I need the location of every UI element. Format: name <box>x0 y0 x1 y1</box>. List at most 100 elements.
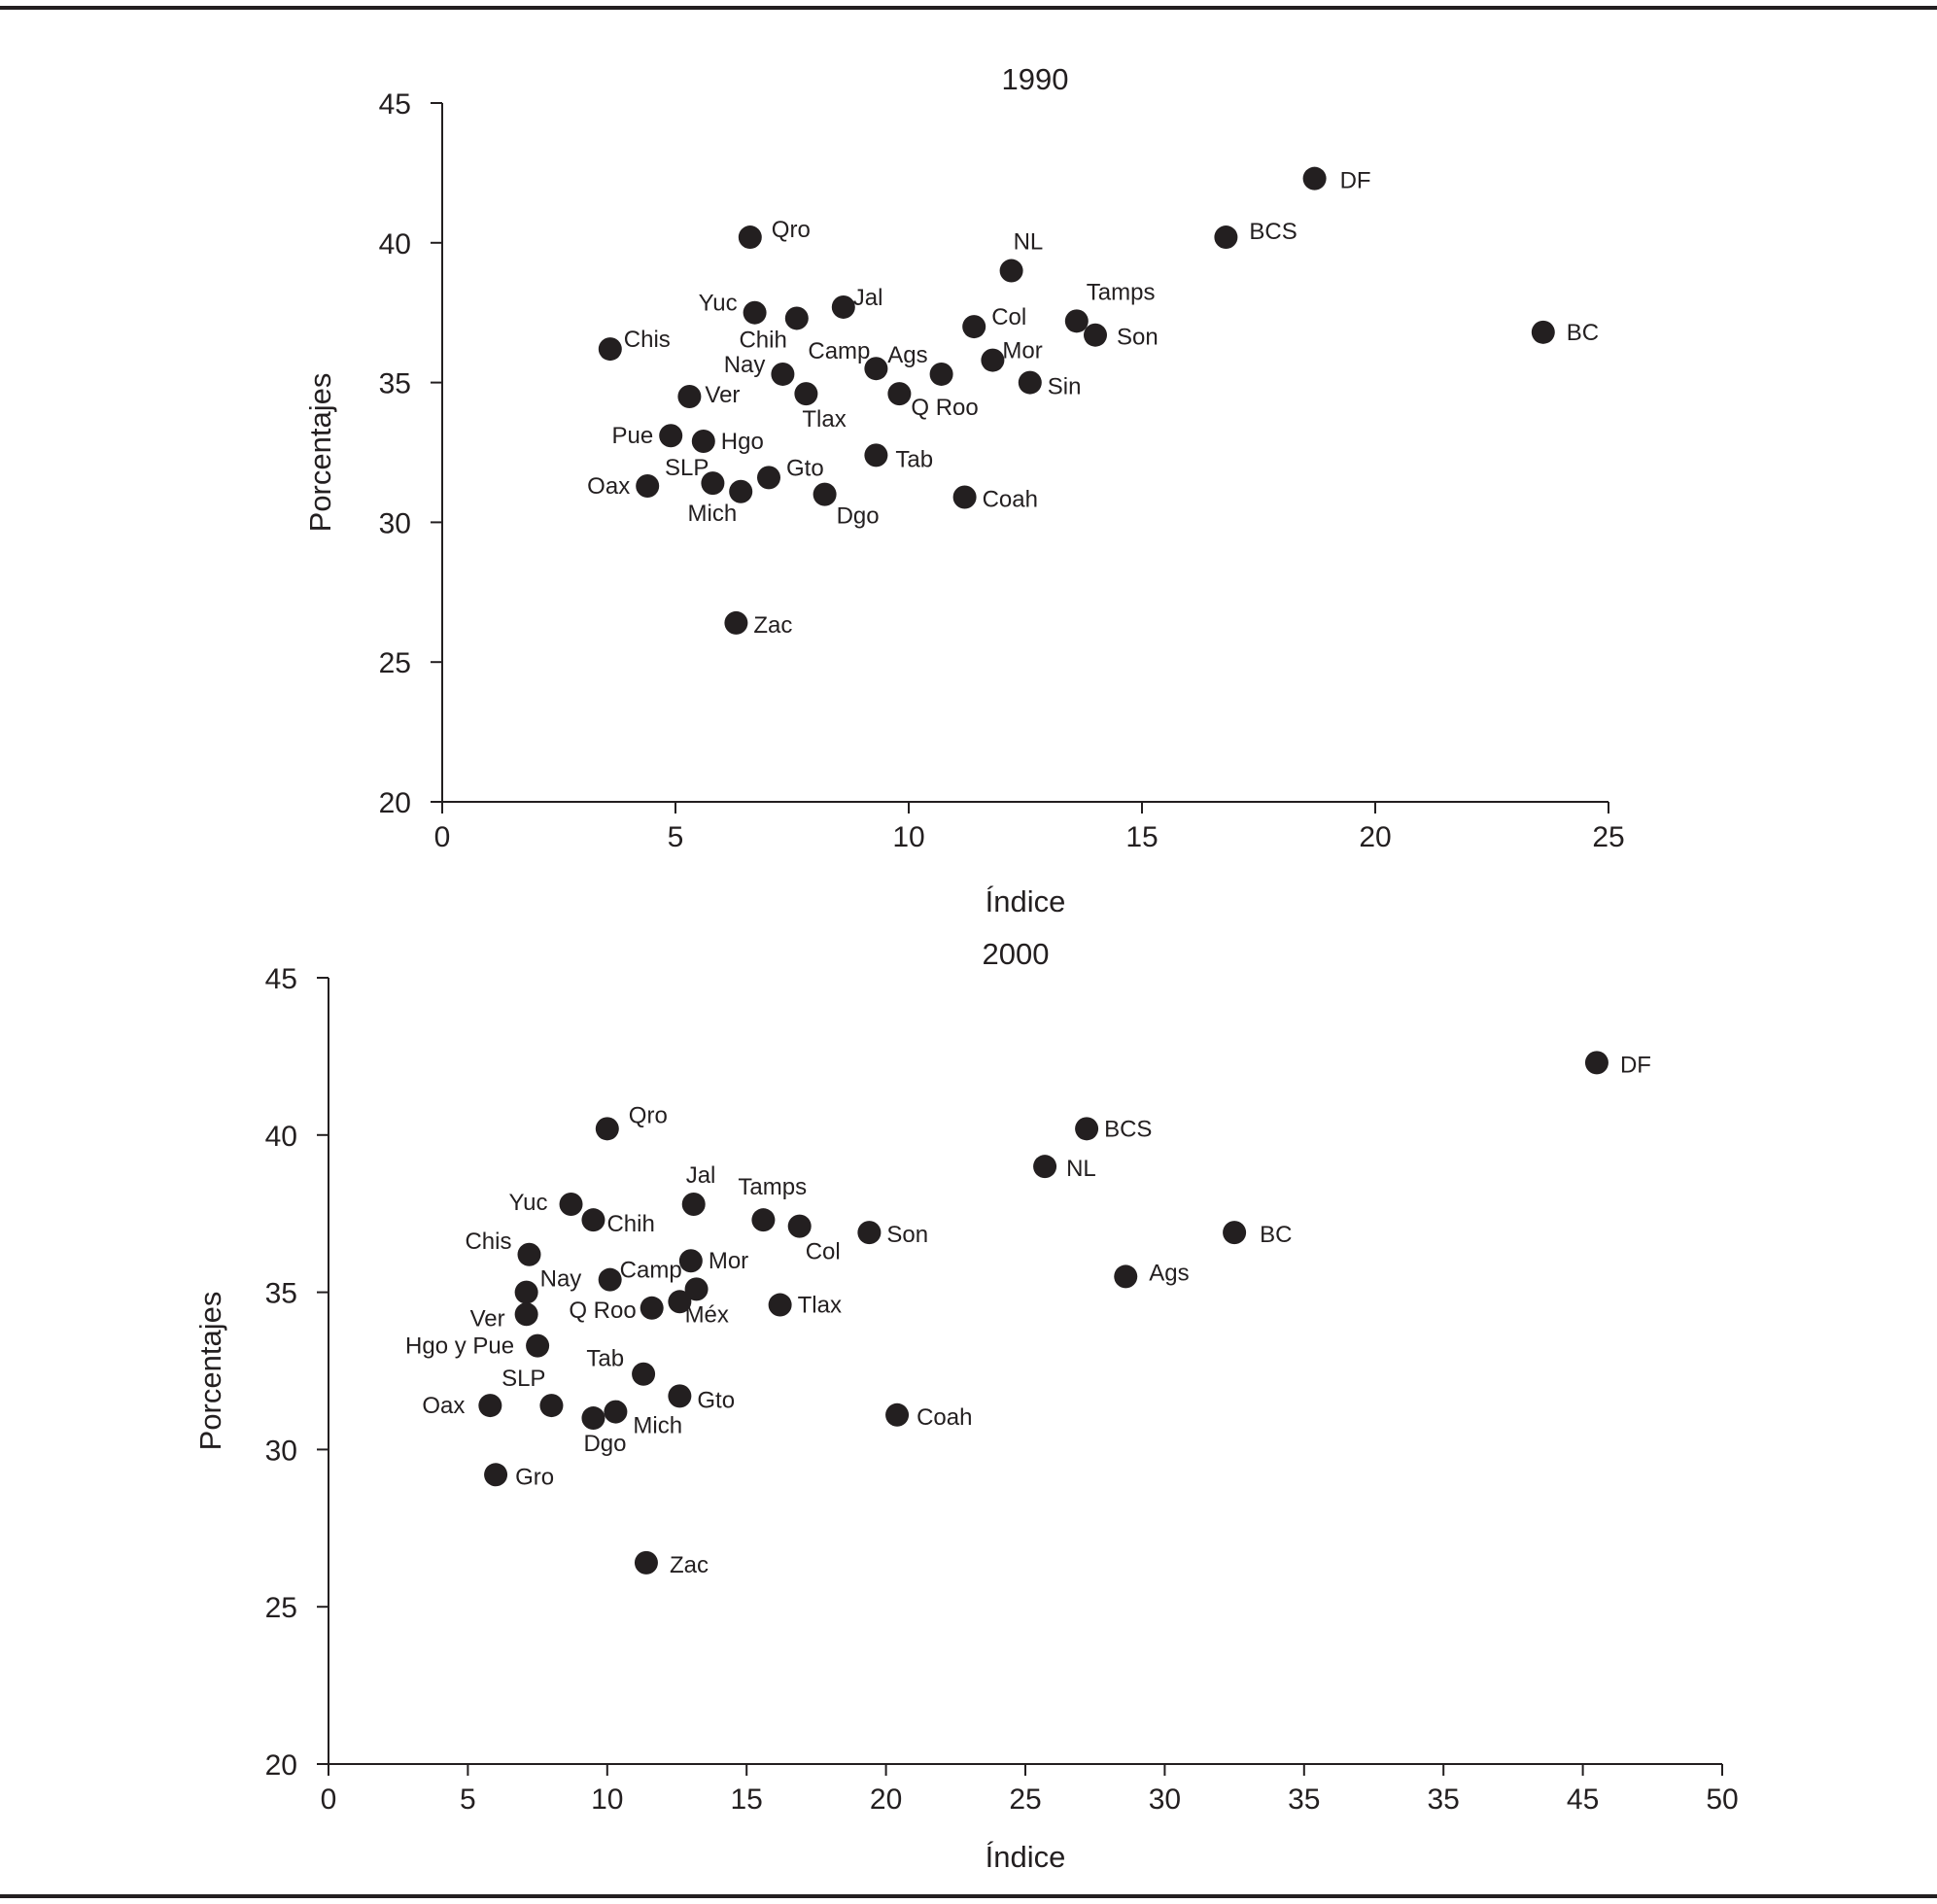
data-point <box>677 384 702 408</box>
x-tick-label: 45 <box>1567 1783 1599 1816</box>
data-point-label: Tlax <box>798 1293 842 1319</box>
data-point-label: Tamps <box>1087 279 1156 305</box>
data-point-label: Q Roo <box>569 1298 636 1324</box>
data-point-label: Ver <box>470 1305 505 1332</box>
data-point-label: NL <box>1066 1156 1096 1182</box>
data-point <box>864 443 888 467</box>
x-tick-label: 20 <box>1359 821 1391 853</box>
data-point <box>929 362 953 386</box>
data-point <box>771 362 795 386</box>
data-point-label: Ags <box>1149 1260 1189 1286</box>
data-point-label: Oax <box>422 1393 465 1419</box>
y-tick-label: 35 <box>265 1278 297 1310</box>
data-point-label: Son <box>886 1222 928 1248</box>
data-point-label: Yuc <box>699 291 738 317</box>
data-point <box>478 1394 502 1418</box>
data-point <box>668 1290 692 1314</box>
data-point-label: Son <box>1117 325 1159 351</box>
data-point <box>678 1249 703 1273</box>
data-point <box>784 306 809 330</box>
x-tick-label: 15 <box>1125 821 1158 853</box>
data-point <box>581 1406 605 1431</box>
data-point-label: Dgo <box>583 1431 626 1457</box>
x-tick-label: 10 <box>892 821 924 853</box>
data-point <box>1214 225 1238 250</box>
y-tick-label: 45 <box>265 963 297 995</box>
data-point-label: Col <box>991 304 1026 330</box>
x-tick-label: 15 <box>731 1783 763 1816</box>
data-point-label: Chis <box>465 1229 511 1255</box>
data-point <box>743 300 767 325</box>
data-point <box>729 479 753 503</box>
y-tick-label: 25 <box>379 647 411 679</box>
data-point-label: Mor <box>709 1248 748 1274</box>
data-point <box>1018 370 1042 395</box>
data-point-label: BC <box>1567 320 1599 346</box>
data-point-label: Hgo <box>721 429 764 455</box>
y-axis-title: Porcentajes <box>193 1292 227 1451</box>
data-point-label: Nay <box>540 1266 582 1293</box>
x-axis-title: Índice <box>986 1840 1066 1874</box>
y-tick-label: 45 <box>379 88 411 121</box>
data-point <box>757 466 780 490</box>
data-point <box>514 1302 538 1327</box>
y-tick-label: 30 <box>265 1435 297 1467</box>
data-point-label: Tlax <box>802 406 846 433</box>
data-point-label: Tab <box>586 1346 624 1372</box>
chart-title: 1990 <box>1002 62 1069 96</box>
data-point <box>864 357 888 381</box>
data-point <box>636 474 660 499</box>
data-point <box>581 1208 605 1232</box>
x-tick-label: 25 <box>1009 1783 1041 1816</box>
x-tick-label: 10 <box>591 1783 623 1816</box>
data-point-label: Gto <box>697 1387 735 1413</box>
y-tick-label: 40 <box>265 1121 297 1153</box>
data-point-label: Gro <box>515 1464 554 1490</box>
data-point <box>1584 1051 1608 1075</box>
data-point <box>517 1242 541 1266</box>
y-tick-label: 25 <box>265 1592 297 1624</box>
data-point-label: Mor <box>1002 338 1042 364</box>
data-point-label: Ver <box>705 382 740 408</box>
data-point-label: Zac <box>753 612 792 639</box>
data-point-label: Q Roo <box>911 395 978 421</box>
y-tick-label: 20 <box>379 787 411 819</box>
data-point <box>738 225 762 250</box>
x-tick-label: 5 <box>460 1783 476 1816</box>
data-point <box>559 1192 583 1216</box>
data-point <box>787 1214 812 1238</box>
data-point <box>1223 1221 1247 1245</box>
data-point-label: BCS <box>1249 219 1297 245</box>
data-point <box>751 1208 776 1232</box>
data-point-label: NL <box>1014 229 1044 256</box>
data-point <box>634 1550 658 1575</box>
scatter-chart-2000: 2000 20 25 30 35 40 45 0 5 10 15 20 25 30 35 35 45 50 Índi… <box>193 937 1739 1874</box>
data-point-label: Jal <box>686 1162 716 1189</box>
data-point-label: Mich <box>633 1413 682 1439</box>
data-point <box>668 1384 692 1408</box>
data-point-label: Chih <box>739 327 786 353</box>
data-point <box>595 1117 619 1141</box>
x-tick-label: 0 <box>321 1783 337 1816</box>
data-point <box>887 382 912 406</box>
data-point-label: Chis <box>624 327 671 353</box>
data-point <box>514 1280 538 1304</box>
data-point-label: Ags <box>887 342 927 368</box>
data-point <box>701 471 725 496</box>
data-point-label: Col <box>806 1239 841 1265</box>
data-point <box>640 1296 664 1320</box>
data-point-label: DF <box>1620 1052 1651 1078</box>
y-tick-label: 40 <box>379 228 411 260</box>
data-point <box>659 424 683 448</box>
data-point-label: Mich <box>688 501 738 527</box>
data-point-label: Pue <box>611 423 653 449</box>
x-tick-label: 0 <box>434 821 451 853</box>
x-tick-label: 30 <box>1149 1783 1181 1816</box>
data-point-label: BC <box>1260 1222 1292 1248</box>
data-point <box>962 315 986 339</box>
data-point-label: Sin <box>1048 374 1082 400</box>
data-point-label: Tab <box>895 446 933 472</box>
y-axis-title: Porcentajes <box>303 373 337 533</box>
y-tick-label: 30 <box>379 507 411 539</box>
data-point <box>952 485 977 509</box>
